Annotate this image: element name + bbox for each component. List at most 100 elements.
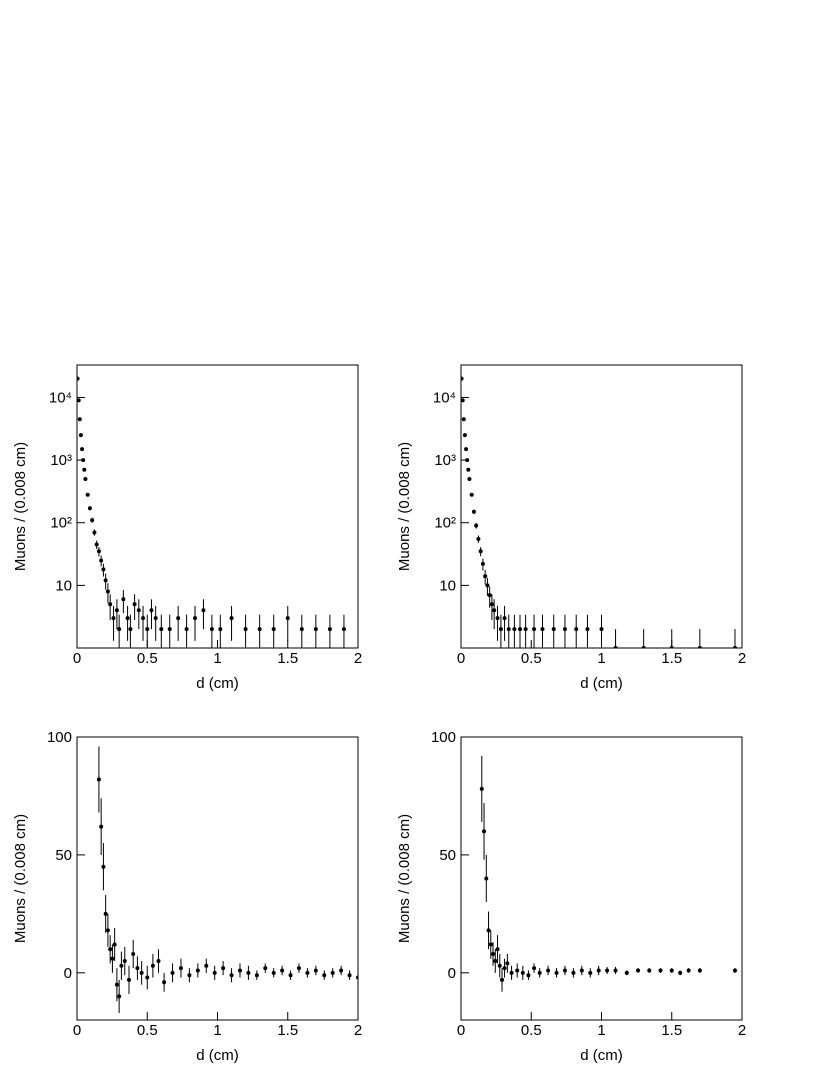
data-point bbox=[145, 627, 150, 632]
y-tick-label: 10 bbox=[439, 577, 456, 594]
data-point bbox=[136, 608, 141, 613]
data-point bbox=[474, 523, 479, 528]
data-point bbox=[605, 968, 610, 973]
plot-frame bbox=[460, 736, 743, 1021]
plot-frame bbox=[460, 364, 743, 649]
data-point bbox=[506, 627, 511, 632]
x-axis-label: d (cm) bbox=[196, 675, 239, 692]
plot-frame bbox=[76, 364, 359, 649]
y-tick-label: 50 bbox=[55, 847, 72, 864]
data-point bbox=[280, 968, 285, 973]
data-point bbox=[479, 786, 484, 791]
data-point bbox=[551, 627, 556, 632]
data-point bbox=[78, 433, 83, 438]
data-point bbox=[537, 970, 542, 975]
data-point bbox=[271, 627, 276, 632]
data-point bbox=[339, 968, 344, 973]
data-point bbox=[87, 506, 92, 511]
data-point bbox=[554, 970, 559, 975]
data-point bbox=[487, 593, 492, 598]
x-tick-label: 1.5 bbox=[277, 1022, 298, 1039]
data-point bbox=[476, 536, 481, 541]
data-point bbox=[520, 970, 525, 975]
data-point bbox=[209, 627, 214, 632]
data-point bbox=[526, 973, 531, 978]
y-tick-label: 0 bbox=[64, 965, 72, 982]
data-point bbox=[101, 567, 106, 572]
data-point bbox=[85, 492, 90, 497]
y-tick-label: 50 bbox=[439, 847, 456, 864]
data-point bbox=[492, 608, 497, 613]
data-point bbox=[229, 973, 234, 978]
data-point bbox=[585, 627, 590, 632]
data-point bbox=[562, 968, 567, 973]
data-point bbox=[119, 963, 124, 968]
x-tick-label: 0 bbox=[73, 1022, 81, 1039]
data-point bbox=[322, 973, 327, 978]
data-point bbox=[461, 398, 465, 403]
x-tick-label: 0 bbox=[73, 650, 81, 667]
y-tick-label: 10² bbox=[434, 515, 456, 532]
x-tick-label: 1.5 bbox=[661, 650, 682, 667]
data-point bbox=[546, 968, 551, 973]
data-point bbox=[184, 627, 189, 632]
data-point bbox=[132, 602, 137, 607]
data-point bbox=[599, 627, 604, 632]
data-point bbox=[110, 956, 115, 961]
data-point bbox=[512, 627, 517, 632]
data-point bbox=[484, 876, 489, 881]
data-point bbox=[488, 942, 493, 947]
panel: 0 0.5 1 1.5 2 0 50 100 d (cm) Muons / (0.008 cm) bbox=[12, 729, 362, 1064]
data-point bbox=[518, 627, 523, 632]
data-point bbox=[613, 968, 618, 973]
data-point bbox=[532, 966, 537, 971]
x-tick-label: 0.5 bbox=[137, 650, 158, 667]
data-point bbox=[103, 578, 108, 583]
x-tick-label: 2 bbox=[354, 650, 362, 667]
data-point bbox=[117, 994, 122, 999]
data-point bbox=[502, 616, 507, 621]
plot-area bbox=[479, 755, 737, 992]
data-point bbox=[112, 942, 117, 947]
data-point bbox=[285, 616, 290, 621]
data-point bbox=[204, 963, 209, 968]
data-point bbox=[257, 627, 262, 632]
data-point bbox=[105, 928, 110, 933]
data-point bbox=[697, 968, 702, 973]
data-point bbox=[480, 561, 485, 566]
data-point bbox=[658, 968, 663, 973]
data-point bbox=[678, 970, 683, 975]
data-point bbox=[117, 627, 122, 632]
x-tick-label: 2 bbox=[738, 1022, 746, 1039]
y-tick-label: 0 bbox=[448, 965, 456, 982]
plot-frame bbox=[76, 736, 359, 1021]
data-point bbox=[108, 602, 113, 607]
y-tick-label: 100 bbox=[47, 729, 72, 746]
y-tick-label: 10³ bbox=[50, 452, 72, 469]
data-point bbox=[497, 963, 502, 968]
data-point bbox=[254, 973, 259, 978]
data-point bbox=[162, 980, 167, 985]
data-point bbox=[150, 963, 155, 968]
data-point bbox=[341, 627, 346, 632]
data-point bbox=[305, 970, 310, 975]
y-tick-label: 10⁴ bbox=[433, 389, 456, 406]
y-tick-label: 100 bbox=[431, 729, 456, 746]
x-axis-label: d (cm) bbox=[580, 1047, 623, 1064]
data-point bbox=[99, 824, 104, 829]
x-tick-label: 2 bbox=[354, 1022, 362, 1039]
data-point bbox=[478, 549, 483, 554]
x-tick-label: 1.5 bbox=[661, 1022, 682, 1039]
data-point bbox=[121, 597, 126, 602]
x-tick-label: 1.5 bbox=[277, 650, 298, 667]
data-point bbox=[313, 968, 318, 973]
data-point bbox=[482, 829, 487, 834]
data-point bbox=[498, 627, 503, 632]
data-point bbox=[330, 970, 335, 975]
data-point bbox=[686, 968, 691, 973]
y-axis-label: Muons / (0.008 cm) bbox=[396, 442, 413, 571]
x-tick-label: 1 bbox=[597, 1022, 605, 1039]
data-point bbox=[486, 928, 491, 933]
data-point bbox=[246, 970, 251, 975]
